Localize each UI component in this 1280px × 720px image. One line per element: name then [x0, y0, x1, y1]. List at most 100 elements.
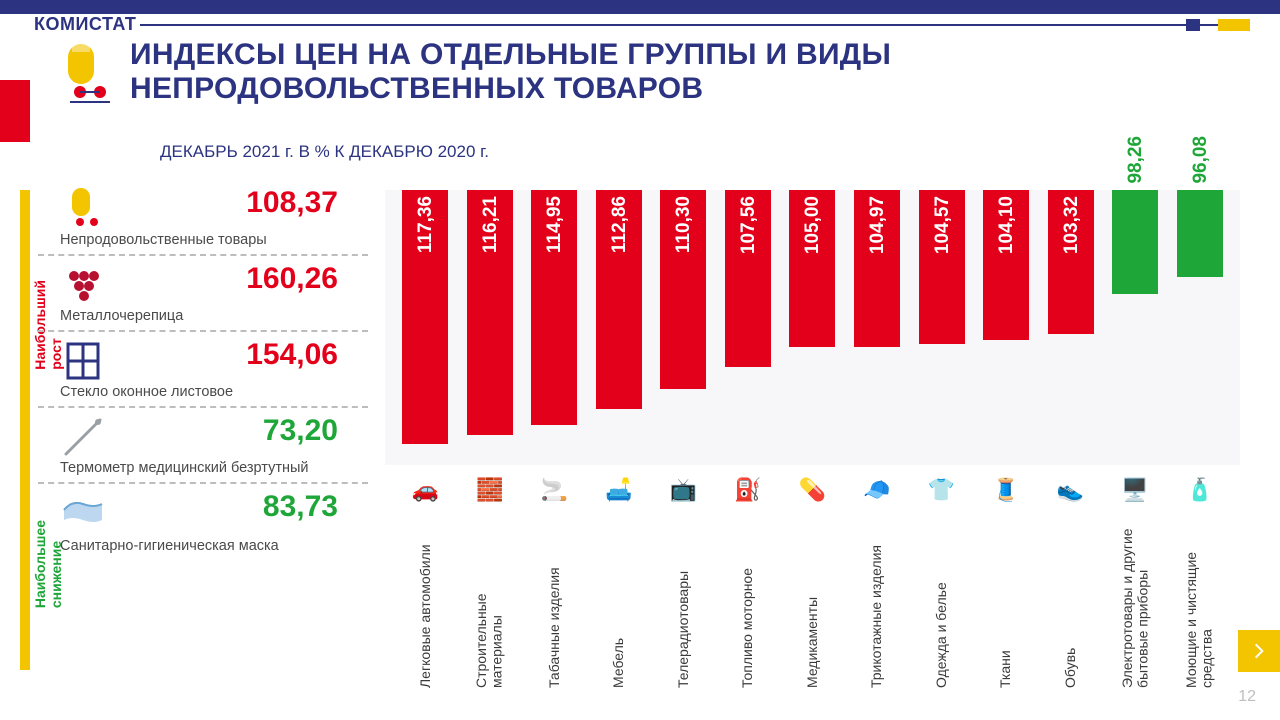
- title-line-2: НЕПРОДОВОЛЬСТВЕННЫХ ТОВАРОВ: [130, 72, 703, 105]
- bar-value: 117,36: [415, 196, 437, 253]
- left-red-accent: [0, 80, 30, 142]
- bar: 98,26: [1103, 190, 1168, 465]
- list-item-label: Непродовольственные товары: [60, 232, 267, 248]
- bar-value: 114,95: [544, 196, 566, 253]
- category-label: Одежда и белье: [909, 518, 974, 688]
- list-item-label: Металлочерепица: [60, 308, 183, 324]
- bar-rect: 107,56: [725, 190, 771, 367]
- category-icon: 🧴: [1167, 470, 1232, 510]
- bar-rect: 117,36: [402, 190, 448, 444]
- page-subtitle: ДЕКАБРЬ 2021 г. В % К ДЕКАБРЮ 2020 г.: [160, 142, 489, 162]
- category-label: Электротовары и другие бытовые приборы: [1103, 518, 1168, 688]
- bar-value: 116,21: [480, 196, 502, 253]
- bar-rect: 104,97: [854, 190, 900, 347]
- bar-rect: 110,30: [660, 190, 706, 389]
- list-item-value: 73,20: [263, 414, 338, 448]
- top-stripe: [0, 0, 1280, 14]
- category-icon: 👟: [1038, 470, 1103, 510]
- bar-rect: 112,86: [596, 190, 642, 409]
- side-yellow-bar: [20, 190, 30, 670]
- bar: 110,30: [651, 190, 716, 465]
- bar: 114,95: [522, 190, 587, 465]
- list-item-icon: [60, 262, 106, 308]
- title-line-1: ИНДЕКСЫ ЦЕН НА ОТДЕЛЬНЫЕ ГРУППЫ И ВИДЫ: [130, 38, 891, 71]
- bar-rect: 104,10: [983, 190, 1029, 340]
- list-item-icon: [60, 338, 106, 384]
- left-list-item: 73,20 Термометр медицинский безртутный: [38, 408, 368, 484]
- left-list-item: 83,73Санитарно-гигиеническая маска: [38, 484, 368, 560]
- category-icon: ⛽: [716, 470, 781, 510]
- category-label: Топливо моторное: [716, 518, 781, 688]
- list-item-value: 154,06: [246, 338, 338, 372]
- left-list-item: 160,26 Металлочерепица: [38, 256, 368, 332]
- header-accent-blue: [1186, 19, 1200, 31]
- category-label: Телерадиотовары: [651, 518, 716, 688]
- category-icon: 🖥️: [1103, 470, 1168, 510]
- category-icons-row: 🚗🧱🚬🛋️📺⛽💊🧢👕🧵👟🖥️🧴: [385, 470, 1240, 510]
- list-item-icon: [60, 414, 106, 460]
- category-label: Медикаменты: [780, 518, 845, 688]
- category-icon: 🧱: [458, 470, 523, 510]
- category-icon: 🛋️: [587, 470, 652, 510]
- bar-value: 104,97: [867, 196, 889, 254]
- bar: 116,21: [458, 190, 523, 465]
- category-icon: 🚬: [522, 470, 587, 510]
- header-rule: [140, 24, 1240, 26]
- left-list: 108,37 Непродовольственные товары 160,26 Ме…: [38, 180, 368, 560]
- bar-rect: 96,08: [1177, 190, 1223, 277]
- bar-rect: 114,95: [531, 190, 577, 425]
- bar-rect: 105,00: [789, 190, 835, 347]
- list-item-value: 83,73: [263, 490, 338, 524]
- bar: 117,36: [393, 190, 458, 465]
- bar: 103,32: [1038, 190, 1103, 465]
- bar-chart: 117,36 116,21 114,95 112,86 110,30 107,56 105,…: [385, 190, 1240, 465]
- category-icon: 🧢: [845, 470, 910, 510]
- chevron-right-icon: [1249, 641, 1269, 661]
- category-icon: 🚗: [393, 470, 458, 510]
- next-button[interactable]: [1238, 630, 1280, 672]
- category-icon: 🧵: [974, 470, 1039, 510]
- bar-value: 107,56: [738, 196, 760, 254]
- title-icon: [50, 40, 120, 115]
- list-item-value: 160,26: [246, 262, 338, 296]
- list-item-value: 108,37: [246, 186, 338, 220]
- page-number: 12: [1238, 688, 1256, 706]
- list-item-label: Стекло оконное листовое: [60, 384, 233, 400]
- category-label: Моющие и чистящие средства: [1167, 518, 1232, 688]
- category-label: Строительные материалы: [458, 518, 523, 688]
- bar-rect: 98,26: [1112, 190, 1158, 294]
- page-title: ИНДЕКСЫ ЦЕН НА ОТДЕЛЬНЫЕ ГРУППЫ И ВИДЫ Н…: [130, 38, 1130, 105]
- bar: 104,57: [909, 190, 974, 465]
- category-label: Табачные изделия: [522, 518, 587, 688]
- left-list-item: 108,37 Непродовольственные товары: [38, 180, 368, 256]
- category-icon: 👕: [909, 470, 974, 510]
- category-label: Ткани: [974, 518, 1039, 688]
- category-labels-row: Легковые автомобилиСтроительные материал…: [385, 518, 1240, 688]
- header-accent-yellow: [1218, 19, 1250, 31]
- category-label: Мебель: [587, 518, 652, 688]
- left-list-item: 154,06 Стекло оконное листовое: [38, 332, 368, 408]
- category-label: Обувь: [1038, 518, 1103, 688]
- bar-rect: 116,21: [467, 190, 513, 435]
- bar: 104,10: [974, 190, 1039, 465]
- bar: 104,97: [845, 190, 910, 465]
- bar-rect: 104,57: [919, 190, 965, 344]
- list-item-label: Термометр медицинский безртутный: [60, 460, 309, 476]
- bar-value: 98,26: [1125, 136, 1147, 184]
- bar-value: 104,57: [932, 196, 954, 254]
- bar: 96,08: [1167, 190, 1232, 465]
- category-label: Легковые автомобили: [393, 518, 458, 688]
- bar-value: 103,32: [1061, 196, 1083, 254]
- bar-value: 105,00: [802, 196, 824, 254]
- bar-value: 96,08: [1190, 136, 1212, 184]
- bar: 105,00: [780, 190, 845, 465]
- bar: 112,86: [587, 190, 652, 465]
- category-icon: 💊: [780, 470, 845, 510]
- bar-value: 112,86: [609, 196, 631, 253]
- list-item-icon: [60, 490, 106, 536]
- category-icon: 📺: [651, 470, 716, 510]
- list-item-icon: [60, 186, 106, 232]
- category-label: Трикотажные изделия: [845, 518, 910, 688]
- bar-rect: 103,32: [1048, 190, 1094, 334]
- bar: 107,56: [716, 190, 781, 465]
